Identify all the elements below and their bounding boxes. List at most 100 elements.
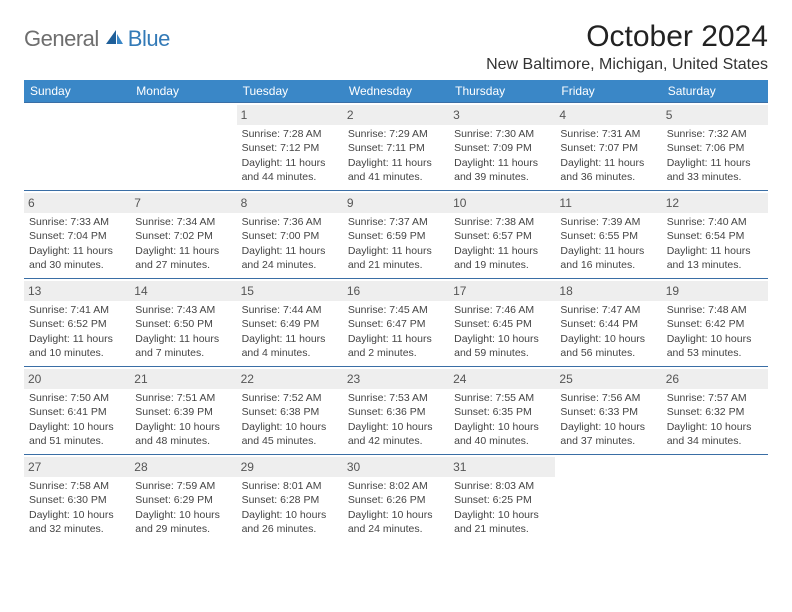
logo-text-general: General (24, 26, 99, 52)
day-details: Sunrise: 7:29 AMSunset: 7:11 PMDaylight:… (347, 127, 445, 184)
day-details: Sunrise: 7:52 AMSunset: 6:38 PMDaylight:… (241, 391, 339, 448)
sunrise-text: Sunrise: 7:28 AM (242, 127, 338, 141)
calendar-cell: 7Sunrise: 7:34 AMSunset: 7:02 PMDaylight… (130, 191, 236, 279)
day-number: 16 (343, 281, 449, 301)
day-details: Sunrise: 7:31 AMSunset: 7:07 PMDaylight:… (559, 127, 657, 184)
sunrise-text: Sunrise: 7:48 AM (667, 303, 763, 317)
sunset-text: Sunset: 7:09 PM (454, 141, 550, 155)
sunrise-text: Sunrise: 8:02 AM (348, 479, 444, 493)
calendar-cell: 13Sunrise: 7:41 AMSunset: 6:52 PMDayligh… (24, 279, 130, 367)
location: New Baltimore, Michigan, United States (486, 56, 768, 74)
month-title: October 2024 (486, 20, 768, 54)
day-details: Sunrise: 7:36 AMSunset: 7:00 PMDaylight:… (241, 215, 339, 272)
daylight-text: Daylight: 10 hours and 53 minutes. (667, 332, 763, 360)
calendar-cell (555, 455, 661, 543)
logo-sail-icon (104, 28, 124, 51)
day-number: 6 (24, 193, 130, 213)
day-number: 12 (662, 193, 768, 213)
sunrise-text: Sunrise: 7:43 AM (135, 303, 231, 317)
sunset-text: Sunset: 6:49 PM (242, 317, 338, 331)
day-header: Monday (130, 80, 236, 103)
day-number: 18 (555, 281, 661, 301)
sunrise-text: Sunrise: 7:30 AM (454, 127, 550, 141)
calendar-cell: 31Sunrise: 8:03 AMSunset: 6:25 PMDayligh… (449, 455, 555, 543)
sunset-text: Sunset: 6:26 PM (348, 493, 444, 507)
day-number: 26 (662, 369, 768, 389)
sunrise-text: Sunrise: 8:01 AM (242, 479, 338, 493)
daylight-text: Daylight: 10 hours and 29 minutes. (135, 508, 231, 536)
day-number: 10 (449, 193, 555, 213)
sunrise-text: Sunrise: 7:59 AM (135, 479, 231, 493)
sunset-text: Sunset: 6:47 PM (348, 317, 444, 331)
daylight-text: Daylight: 10 hours and 56 minutes. (560, 332, 656, 360)
day-number: 2 (343, 105, 449, 125)
sunrise-text: Sunrise: 7:45 AM (348, 303, 444, 317)
sunset-text: Sunset: 7:11 PM (348, 141, 444, 155)
day-number: 20 (24, 369, 130, 389)
day-number: 3 (449, 105, 555, 125)
daylight-text: Daylight: 11 hours and 7 minutes. (135, 332, 231, 360)
sunrise-text: Sunrise: 7:51 AM (135, 391, 231, 405)
sunset-text: Sunset: 6:55 PM (560, 229, 656, 243)
day-details: Sunrise: 7:59 AMSunset: 6:29 PMDaylight:… (134, 479, 232, 536)
day-number: 30 (343, 457, 449, 477)
calendar-cell: 25Sunrise: 7:56 AMSunset: 6:33 PMDayligh… (555, 367, 661, 455)
day-details: Sunrise: 7:39 AMSunset: 6:55 PMDaylight:… (559, 215, 657, 272)
calendar-cell: 1Sunrise: 7:28 AMSunset: 7:12 PMDaylight… (237, 103, 343, 191)
sunrise-text: Sunrise: 7:44 AM (242, 303, 338, 317)
day-number: 24 (449, 369, 555, 389)
daylight-text: Daylight: 11 hours and 16 minutes. (560, 244, 656, 272)
calendar-cell: 30Sunrise: 8:02 AMSunset: 6:26 PMDayligh… (343, 455, 449, 543)
day-number: 28 (130, 457, 236, 477)
sunrise-text: Sunrise: 8:03 AM (454, 479, 550, 493)
daylight-text: Daylight: 10 hours and 59 minutes. (454, 332, 550, 360)
day-details: Sunrise: 7:53 AMSunset: 6:36 PMDaylight:… (347, 391, 445, 448)
sunset-text: Sunset: 6:54 PM (667, 229, 763, 243)
day-details: Sunrise: 7:40 AMSunset: 6:54 PMDaylight:… (666, 215, 764, 272)
sunset-text: Sunset: 6:25 PM (454, 493, 550, 507)
day-header: Thursday (449, 80, 555, 103)
day-details: Sunrise: 7:30 AMSunset: 7:09 PMDaylight:… (453, 127, 551, 184)
sunrise-text: Sunrise: 7:32 AM (667, 127, 763, 141)
day-number: 29 (237, 457, 343, 477)
sunrise-text: Sunrise: 7:39 AM (560, 215, 656, 229)
sunrise-text: Sunrise: 7:38 AM (454, 215, 550, 229)
sunrise-text: Sunrise: 7:31 AM (560, 127, 656, 141)
daylight-text: Daylight: 10 hours and 40 minutes. (454, 420, 550, 448)
daylight-text: Daylight: 10 hours and 34 minutes. (667, 420, 763, 448)
day-details: Sunrise: 8:02 AMSunset: 6:26 PMDaylight:… (347, 479, 445, 536)
calendar-cell: 6Sunrise: 7:33 AMSunset: 7:04 PMDaylight… (24, 191, 130, 279)
header: General Blue October 2024 New Baltimore,… (24, 20, 768, 74)
calendar-cell: 20Sunrise: 7:50 AMSunset: 6:41 PMDayligh… (24, 367, 130, 455)
sunrise-text: Sunrise: 7:33 AM (29, 215, 125, 229)
sunset-text: Sunset: 6:36 PM (348, 405, 444, 419)
sunrise-text: Sunrise: 7:56 AM (560, 391, 656, 405)
daylight-text: Daylight: 11 hours and 10 minutes. (29, 332, 125, 360)
calendar-cell: 21Sunrise: 7:51 AMSunset: 6:39 PMDayligh… (130, 367, 236, 455)
daylight-text: Daylight: 11 hours and 41 minutes. (348, 156, 444, 184)
day-details: Sunrise: 7:43 AMSunset: 6:50 PMDaylight:… (134, 303, 232, 360)
sunset-text: Sunset: 6:33 PM (560, 405, 656, 419)
sunset-text: Sunset: 6:57 PM (454, 229, 550, 243)
calendar-cell: 9Sunrise: 7:37 AMSunset: 6:59 PMDaylight… (343, 191, 449, 279)
sunset-text: Sunset: 7:04 PM (29, 229, 125, 243)
calendar-cell: 5Sunrise: 7:32 AMSunset: 7:06 PMDaylight… (662, 103, 768, 191)
day-details: Sunrise: 7:46 AMSunset: 6:45 PMDaylight:… (453, 303, 551, 360)
calendar-cell (130, 103, 236, 191)
day-number: 31 (449, 457, 555, 477)
day-details: Sunrise: 7:33 AMSunset: 7:04 PMDaylight:… (28, 215, 126, 272)
day-number: 8 (237, 193, 343, 213)
day-details: Sunrise: 7:48 AMSunset: 6:42 PMDaylight:… (666, 303, 764, 360)
sunrise-text: Sunrise: 7:37 AM (348, 215, 444, 229)
calendar-cell: 19Sunrise: 7:48 AMSunset: 6:42 PMDayligh… (662, 279, 768, 367)
day-number: 1 (237, 105, 343, 125)
calendar-cell: 22Sunrise: 7:52 AMSunset: 6:38 PMDayligh… (237, 367, 343, 455)
sunrise-text: Sunrise: 7:57 AM (667, 391, 763, 405)
calendar-cell: 12Sunrise: 7:40 AMSunset: 6:54 PMDayligh… (662, 191, 768, 279)
daylight-text: Daylight: 10 hours and 45 minutes. (242, 420, 338, 448)
sunset-text: Sunset: 6:39 PM (135, 405, 231, 419)
calendar-cell: 10Sunrise: 7:38 AMSunset: 6:57 PMDayligh… (449, 191, 555, 279)
sunset-text: Sunset: 6:42 PM (667, 317, 763, 331)
day-details: Sunrise: 7:28 AMSunset: 7:12 PMDaylight:… (241, 127, 339, 184)
calendar-cell: 27Sunrise: 7:58 AMSunset: 6:30 PMDayligh… (24, 455, 130, 543)
